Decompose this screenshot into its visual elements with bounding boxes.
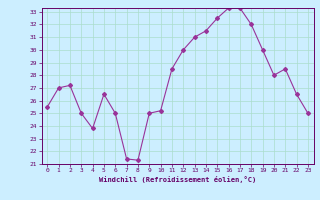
X-axis label: Windchill (Refroidissement éolien,°C): Windchill (Refroidissement éolien,°C) <box>99 176 256 183</box>
